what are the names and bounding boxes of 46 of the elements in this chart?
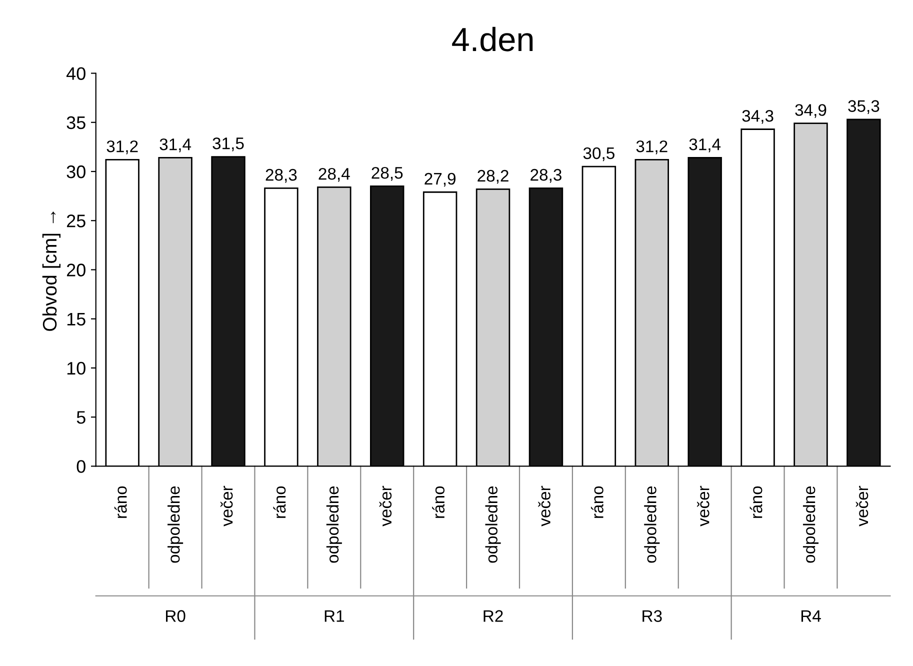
y-tick-label: 35 [66, 116, 86, 130]
data-label: 27,9 [424, 172, 456, 187]
y-tick-label: 25 [66, 214, 86, 228]
data-label: 31,2 [106, 140, 138, 154]
y-tick-label: 30 [66, 165, 86, 178]
text: R0 [166, 610, 186, 622]
y-axis-title: Obvod [cm] → [42, 212, 61, 331]
data-label: 28,5 [372, 166, 403, 181]
x-tick-label: odpoledne [644, 486, 660, 563]
x-tick-label: večer [538, 486, 550, 526]
y-tick-label: 40 [66, 67, 86, 80]
chart-title: 4.den [452, 26, 533, 52]
data-label: 31,2 [636, 140, 668, 154]
data-label: 28,4 [318, 168, 350, 182]
data-label: 31,4 [160, 138, 192, 152]
data-label: 34,3 [742, 110, 774, 124]
y-tick-label: 5 [76, 411, 86, 424]
x-tick-label: odpoledne [802, 486, 819, 563]
x-tick-label: večer [697, 486, 710, 526]
data-label: 28,3 [266, 168, 297, 183]
data-label: 31,4 [689, 138, 721, 152]
data-label: 28,2 [478, 170, 508, 184]
data-label: 35,3 [848, 100, 880, 114]
text: R4 [801, 610, 821, 622]
x-tick-label: odpoledne [485, 486, 501, 563]
y-tick-label: 10 [67, 362, 86, 375]
text: R1 [324, 610, 344, 622]
text: R2 [484, 610, 503, 622]
x-tick-label: ráno [273, 486, 286, 518]
text: R3 [642, 610, 662, 622]
x-tick-label: večer [856, 486, 868, 526]
data-label: 28,3 [530, 168, 562, 183]
data-label: 31,5 [212, 137, 244, 152]
x-tick-label: odpoledne [168, 486, 184, 563]
data-label: 30,5 [583, 147, 614, 162]
x-tick-label: ráno [750, 486, 762, 518]
x-tick-label: ráno [590, 486, 604, 518]
x-tick-label: ráno [432, 486, 445, 518]
x-tick-label: ráno [114, 486, 127, 518]
x-tick-label: večer [379, 486, 392, 526]
y-tick-label: 20 [66, 264, 86, 276]
data-label: 34,9 [795, 104, 826, 118]
y-tick-label: 15 [67, 312, 86, 326]
y-tick-label: 0 [76, 460, 86, 473]
x-tick-label: večer [220, 486, 233, 526]
x-tick-label: odpoledne [326, 486, 342, 563]
